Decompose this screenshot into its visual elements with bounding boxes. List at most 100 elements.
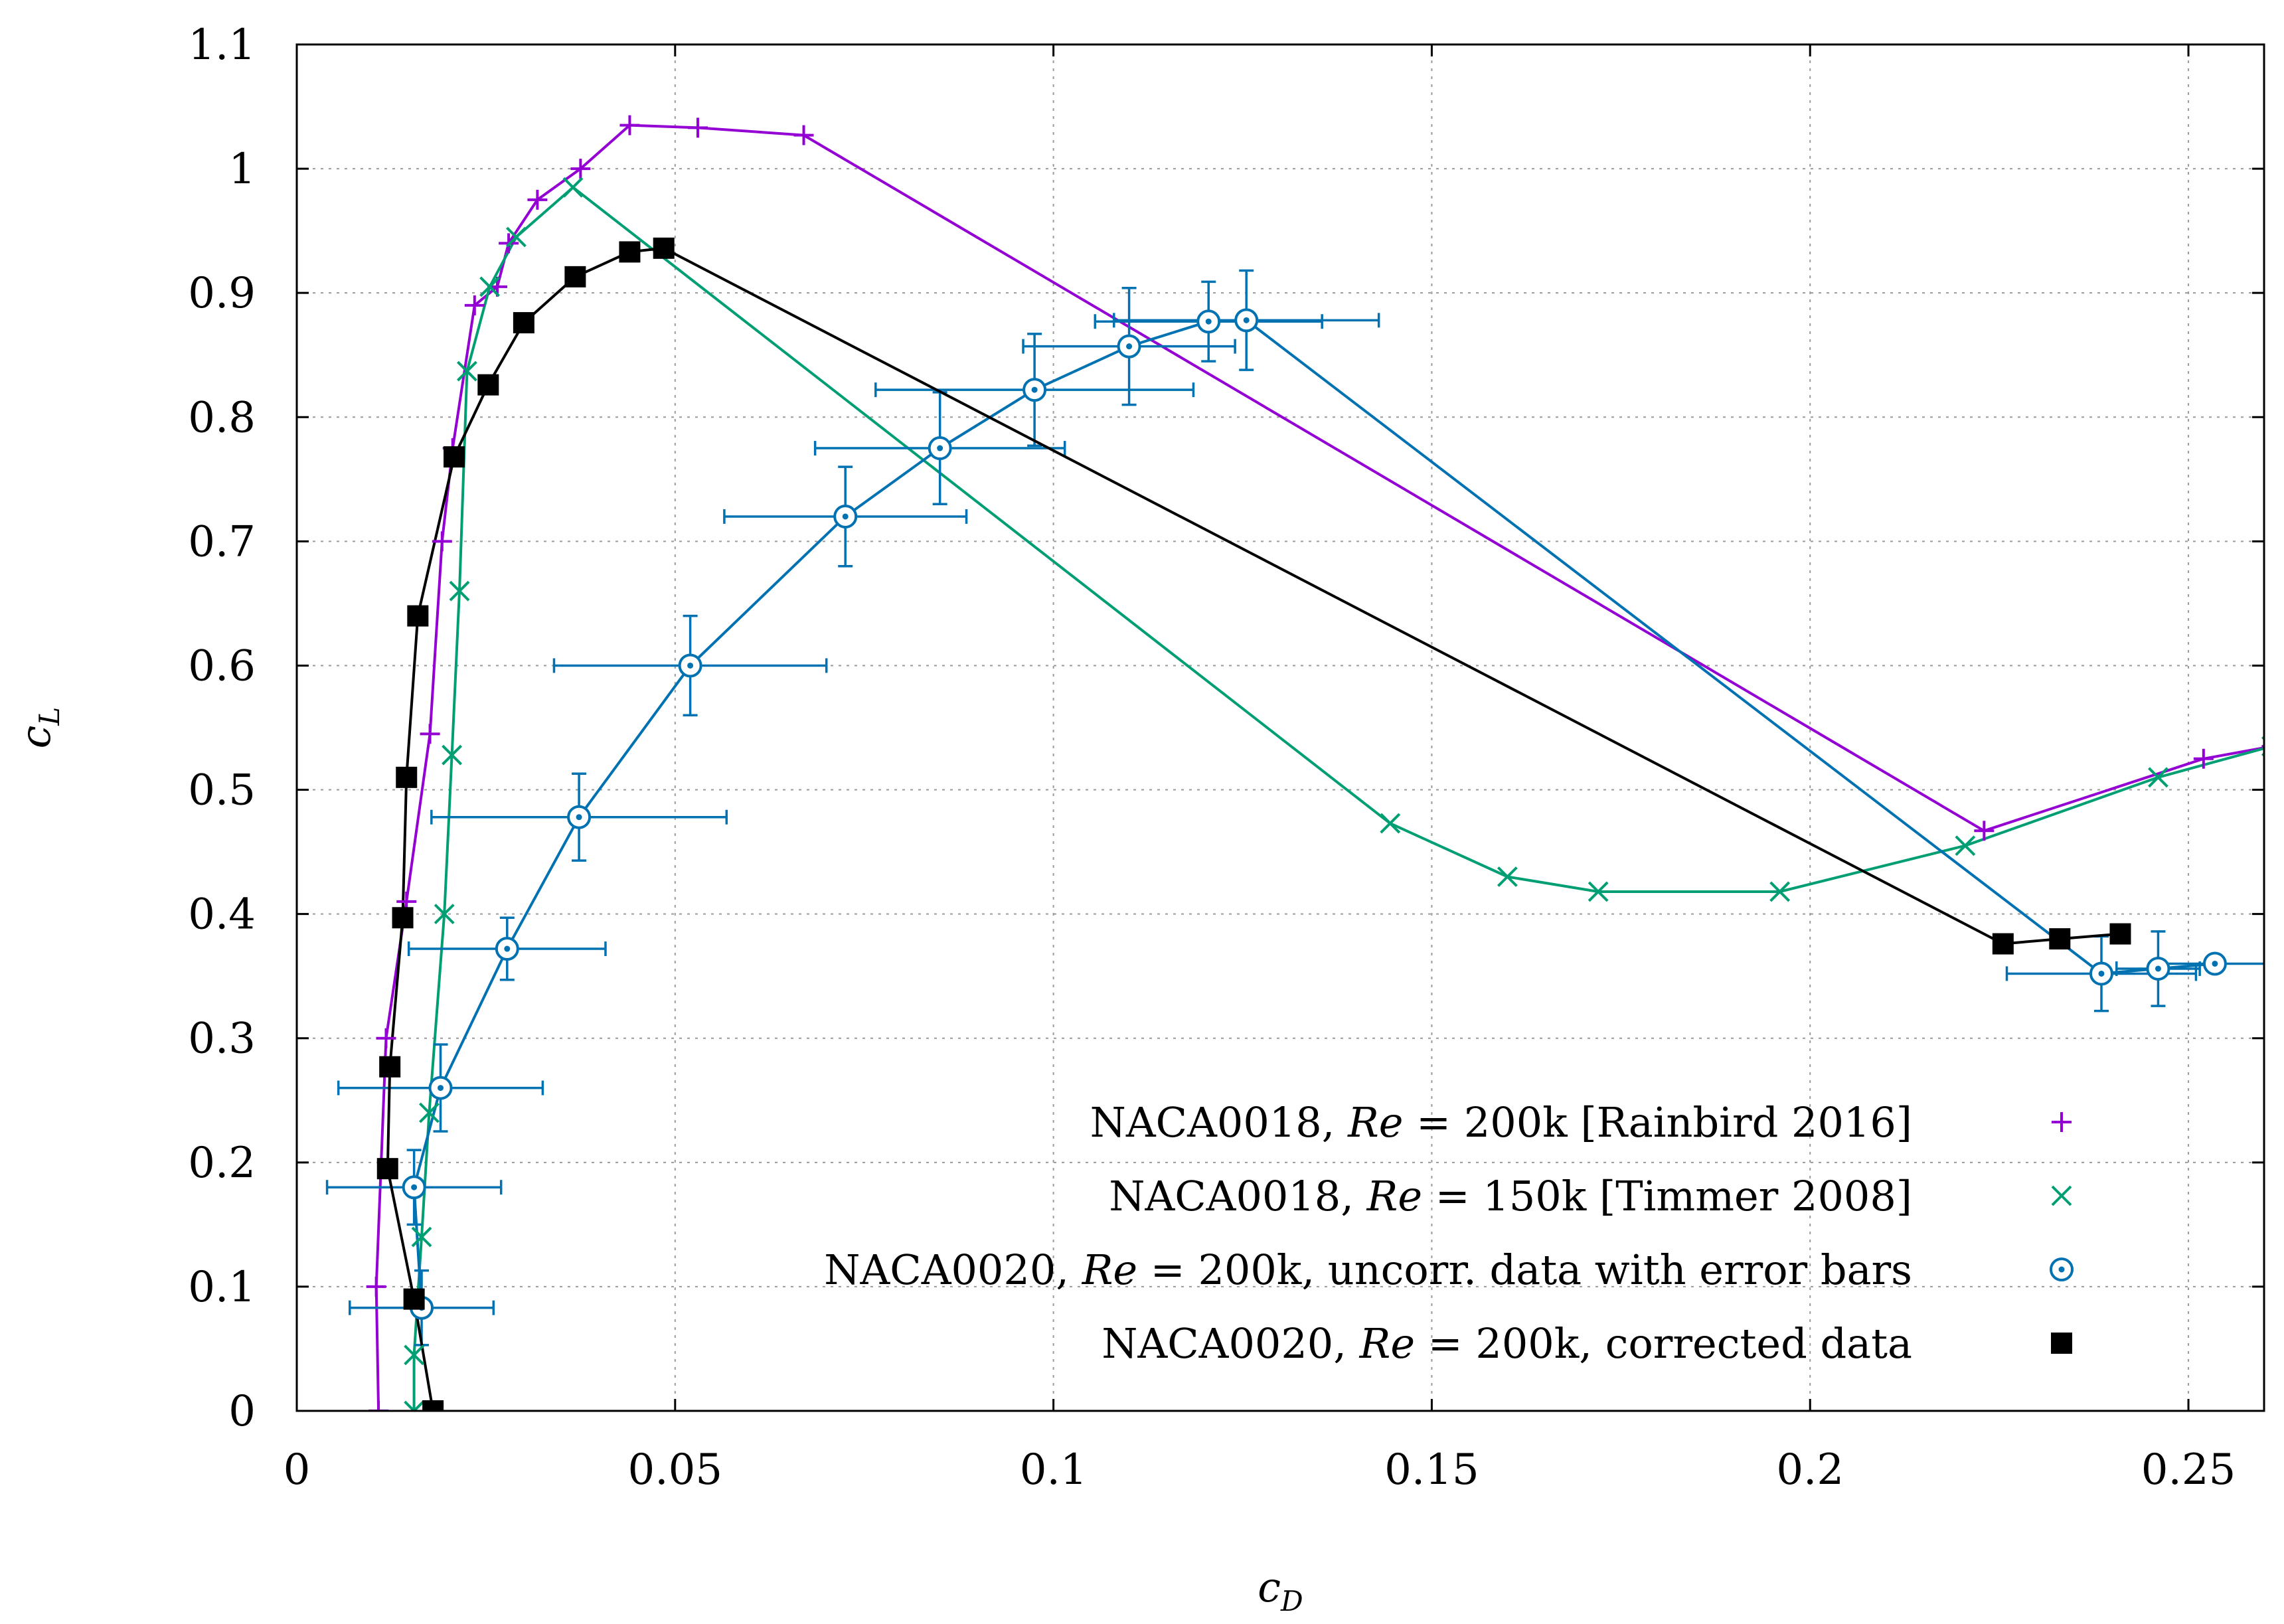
data-point [420,724,440,744]
data-point [432,531,452,552]
data-point [2089,961,2113,986]
data-point [1117,334,1141,359]
y-tick-label: 1.1 [188,21,256,70]
legend-item-1: NACA0018, Re = 200k [Rainbird 2016] [1090,1098,2072,1147]
data-point [1955,835,1976,856]
legend-item-4: NACA0020, Re = 200k, corrected data [1101,1319,2072,1368]
data-point [1380,813,1401,834]
y-tick-label: 0.8 [188,393,256,442]
marker-stroke [479,276,501,297]
marker-stroke [419,1102,440,1123]
data-point [2193,748,2214,769]
data-point [2049,928,2071,950]
legend-label-part: = 150k [Timmer 2008] [1422,1172,1912,1220]
plot-frame [295,43,2265,1412]
marker-stroke [506,226,527,248]
legend-label-part: NACA0018, [1109,1172,1366,1220]
series-layer [325,123,2264,1411]
legend-label: NACA0020, Re = 200k, corrected data [1101,1319,1912,1368]
data-point [570,159,591,179]
marker-stroke [2051,1185,2072,1206]
legend-label-part: Re [1082,1246,1137,1294]
marker-stroke [562,177,584,198]
marker-dot [687,662,694,669]
marker-stroke [434,904,455,925]
data-point [379,1056,401,1078]
axes-layer: 0 0.05 0.1 0.15 0.2 0.25 0 0.1 0.2 0.3 0.4 0.5 0.6 0.… [188,21,2265,1495]
y-tick-label: 0.2 [188,1139,256,1188]
legend-item-3: NACA0020, Re = 200k, uncorr. data with e… [824,1246,2074,1294]
x-tick-label: 0.05 [628,1445,723,1495]
data-point [449,580,470,602]
y-axis-label-sub: L [33,707,66,726]
legend-label-part: NACA0020, [824,1246,1082,1294]
data-point [527,189,548,210]
data-point [495,937,519,961]
data-point [2109,923,2131,945]
data-point [619,115,640,135]
y-tick-label: 0.1 [188,1263,256,1312]
y-tick-label: 0.6 [188,641,256,690]
data-point [366,1276,386,1297]
marker-dot [1243,317,1250,323]
legend: NACA0018, Re = 200k [Rainbird 2016]NACA0… [824,1098,2074,1368]
y-axis-label-main: c [11,726,60,749]
legend-label-part: NACA0018, [1090,1098,1348,1147]
legend-label: NACA0018, Re = 150k [Timmer 2008] [1109,1172,1912,1220]
x-axis-label: cD [1258,1563,1303,1617]
y-tick-label: 0.7 [188,517,256,566]
x-tick-label: 0.1 [1020,1445,1088,1495]
data-point [404,1400,425,1411]
marker-dot [2058,1266,2065,1273]
legend-label-part: Re [1347,1098,1403,1147]
data-point [442,744,463,766]
data-point [407,605,429,627]
x-tick-label: 0.15 [1384,1445,1479,1495]
data-point [1992,933,2014,955]
data-point [513,312,534,334]
marker-stroke [1497,866,1518,887]
data-point [619,241,641,263]
marker-layer [366,115,2264,1411]
data-point [653,237,675,259]
data-point [419,1102,440,1123]
data-point [479,276,501,297]
legend-marker [2051,1333,2072,1354]
marker-stroke [456,361,477,382]
data-point [1196,309,1221,334]
data-point [833,504,858,528]
legend-marker [2052,1112,2072,1132]
data-point [376,1158,398,1180]
marker-dot [2155,965,2161,972]
data-point [1022,378,1047,402]
data-point [392,907,414,929]
series-line-2 [412,186,2264,1411]
data-point [368,1401,389,1411]
data-point [434,904,455,925]
data-point [506,226,527,248]
x-axis-label-main: c [1258,1563,1281,1611]
series-line-4 [386,246,2121,1411]
legend-label-part: NACA0020, [1101,1319,1359,1368]
marker-dot [842,513,849,520]
marker-dot [1031,386,1038,393]
data-point [1588,881,1609,902]
marker-stroke [412,1400,425,1411]
y-tick-label: 0.9 [188,269,256,318]
data-point [564,266,586,287]
data-point [2148,767,2168,788]
marker-stroke [2148,767,2168,788]
data-point [793,125,814,145]
legend-marker [2050,1258,2074,1281]
data-point [396,766,418,788]
x-tick-label: 0 [284,1445,311,1495]
marker-dot [1126,343,1133,350]
marker-stroke [1769,881,1791,902]
data-point [404,1344,425,1366]
data-point [1234,308,1259,333]
data-point [428,1076,453,1100]
marker-stroke [404,1400,416,1411]
marker-dot [937,445,943,451]
